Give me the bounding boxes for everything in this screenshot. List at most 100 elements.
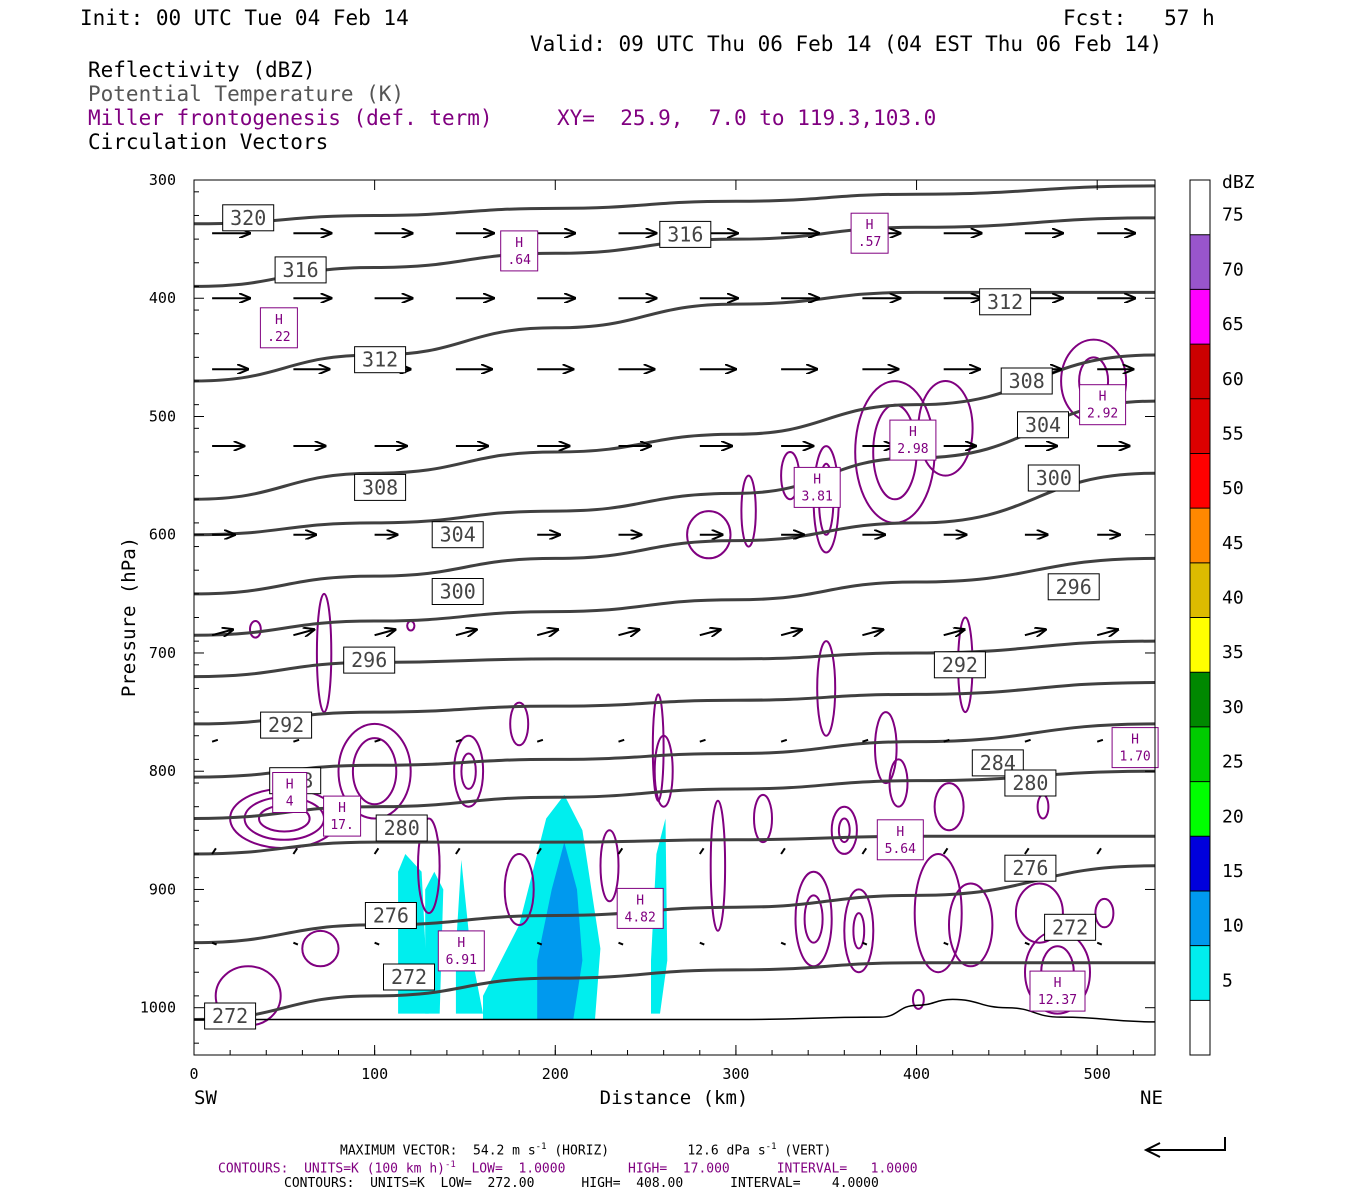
theta-label-box — [260, 711, 313, 739]
colorbar-label-65: 65 — [1222, 314, 1244, 335]
theta-label-box — [1044, 913, 1097, 941]
frontogenesis-max-h: H — [866, 218, 874, 233]
frontogenesis-contour-26 — [874, 711, 898, 785]
frontogenesis-max-h: H — [896, 825, 904, 840]
theta-line-284 — [194, 722, 1155, 779]
circulation-vector-6-8 — [862, 738, 869, 743]
theta-label-text: 292 — [942, 653, 978, 677]
y-tick-label-500: 500 — [149, 407, 176, 425]
theta-line-288 — [194, 681, 1155, 726]
frontogenesis-contour-35 — [948, 882, 994, 968]
theta-label-7: 304 — [431, 521, 484, 549]
theta-label-box — [354, 346, 407, 374]
colorbar-label-30: 30 — [1222, 697, 1244, 718]
circulation-vector-5-6 — [699, 630, 721, 636]
reference-vector-arrow — [1148, 1137, 1226, 1151]
theta-label-box — [343, 646, 396, 674]
circulation-vector-5-5 — [618, 630, 640, 636]
valid-time-label: Valid: 09 UTC Thu 06 Feb 14 (04 EST Thu … — [530, 32, 1163, 56]
theta-line-300 — [194, 471, 1155, 596]
legend-reflectivity: Reflectivity (dBZ) — [88, 58, 316, 82]
frontogenesis-contour-46 — [599, 829, 620, 903]
frontogenesis-contour-38 — [1014, 882, 1064, 944]
frontogenesis-contour-40 — [709, 799, 727, 932]
theta-contour-note: CONTOURS: UNITS=K LOW= 272.00 HIGH= 408.… — [284, 1176, 879, 1191]
frontogenesis-contours — [214, 338, 1128, 1027]
theta-line-268 — [194, 961, 1155, 1022]
theta-label-text: 296 — [1056, 575, 1092, 599]
legend-frontogenesis: Miller frontogenesis (def. term) — [88, 106, 493, 130]
frontogenesis-max-box — [272, 772, 308, 813]
theta-label-23: 272 — [204, 1002, 257, 1030]
theta-label-9: 300 — [431, 578, 484, 605]
frontogenesis-contour-14 — [740, 474, 757, 548]
frontogenesis-max-2: H .57 — [850, 212, 889, 254]
frontogenesis-max-box — [876, 819, 924, 861]
x-tick-label-0: 0 — [189, 1065, 198, 1083]
frontogenesis-max-value: 12.37 — [1038, 993, 1077, 1008]
frontogenesis-max-9: H 6.91 — [437, 930, 485, 972]
theta-label-11: 296 — [343, 646, 396, 674]
theta-label-box — [222, 204, 275, 232]
y-tick-label-400: 400 — [149, 289, 176, 307]
colorbar-label-45: 45 — [1222, 533, 1244, 554]
frontogenesis-max-value: 2.92 — [1087, 407, 1118, 422]
theta-label-12: 296 — [1047, 573, 1100, 601]
reflectivity-region-4 — [537, 842, 583, 1020]
theta-label-1: 316 — [274, 256, 327, 284]
cross-section-endpoints: XY= 25.9, 7.0 to 119.3,103.0 — [557, 106, 937, 130]
frontogenesis-contour-6 — [337, 722, 412, 820]
theta-label-text: 316 — [667, 222, 703, 246]
frontogenesis-max-h: H — [515, 236, 523, 251]
frontogenesis-contour-44 — [653, 734, 674, 808]
theta-label-14: 292 — [933, 651, 986, 679]
frontogenesis-max-0: H .22 — [259, 307, 298, 349]
colorbar-label-5: 5 — [1222, 970, 1233, 991]
circulation-vector-5-10 — [1024, 630, 1046, 636]
colorbar-label-15: 15 — [1222, 861, 1244, 882]
frontogenesis-max-box — [259, 307, 298, 349]
frontogenesis-max-value: .57 — [858, 235, 881, 250]
legend-potential-temperature: Potential Temperature (K) — [88, 82, 405, 106]
theta-label-text: 292 — [268, 713, 304, 737]
circulation-vector-5-7 — [780, 630, 802, 636]
frontogenesis-max-value: 3.81 — [802, 489, 833, 504]
frontogenesis-max-box — [616, 887, 664, 929]
frontogenesis-max-box — [850, 212, 889, 254]
y-axis-label: Pressure (hPa) — [118, 537, 140, 697]
colorbar-segment-13 — [1190, 890, 1210, 947]
frontogenesis-contour-29 — [933, 782, 965, 832]
y-tick-label-900: 900 — [149, 880, 176, 898]
circulation-vector-7-0 — [211, 847, 217, 855]
theta-label-box — [431, 578, 484, 605]
theta-label-19: 276 — [364, 902, 417, 929]
theta-contour-labels: 320 316 316 312 312 308 308 304 304 300 300 296 296 2… — [204, 204, 1100, 1030]
theta-label-box — [659, 220, 712, 248]
circulation-vector-7-10 — [1024, 847, 1030, 855]
circulation-vector-7-5 — [617, 847, 624, 855]
frontogenesis-max-h: H — [275, 313, 283, 328]
theta-label-box — [1004, 769, 1057, 797]
circulation-vector-8-2 — [374, 941, 380, 946]
terrain-profile — [194, 998, 1155, 1023]
circulation-vector-7-6 — [698, 847, 705, 855]
theta-label-box — [383, 963, 435, 991]
theta-label-text: 320 — [230, 206, 266, 230]
frontogenesis-max-value: 4 — [286, 795, 294, 810]
circulation-vector-6-5 — [618, 738, 625, 743]
theta-contours — [194, 184, 1155, 1022]
theta-line-304 — [194, 399, 1155, 537]
frontogenesis-max-8: H 4.82 — [616, 887, 664, 929]
theta-label-4: 312 — [979, 288, 1032, 316]
colorbar-label-10: 10 — [1222, 916, 1244, 937]
theta-line-276 — [194, 834, 1155, 856]
reflectivity-region-2 — [455, 859, 483, 1014]
theta-label-5: 308 — [354, 473, 407, 501]
colorbar-segment-10 — [1190, 726, 1210, 783]
y-tick-label-800: 800 — [149, 762, 176, 780]
frontogenesis-max-value: 2.98 — [897, 442, 928, 457]
theta-label-text: 312 — [987, 290, 1023, 314]
theta-label-13: 292 — [260, 711, 313, 739]
theta-label-text: 304 — [1025, 413, 1061, 437]
